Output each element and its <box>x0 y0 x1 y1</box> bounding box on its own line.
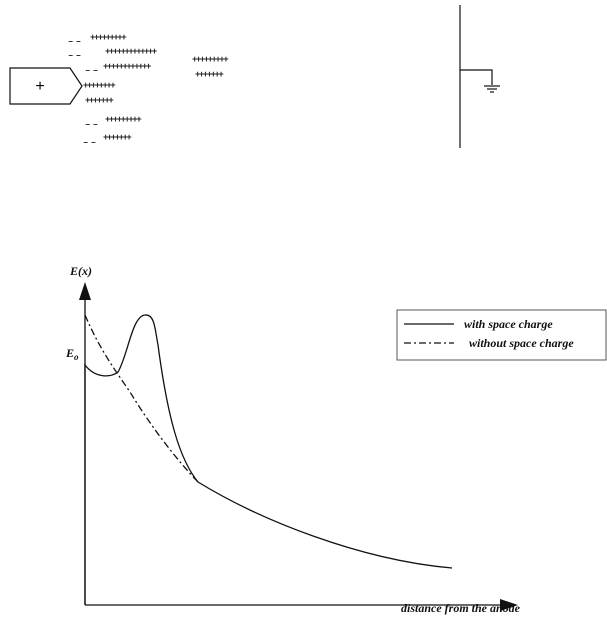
charge-row: +++++++ <box>85 96 113 106</box>
x-label: distance from the anode <box>401 601 521 615</box>
e0-label: Eo <box>65 346 79 362</box>
charge-row: – – <box>85 66 98 76</box>
charge-row: +++++++++ <box>90 33 126 43</box>
charge-row: +++++++ <box>103 133 131 143</box>
charge-row: +++++++++ <box>192 55 228 65</box>
legend-label: without space charge <box>469 336 574 350</box>
charge-row: ++++++++ <box>83 81 115 91</box>
y-arrow <box>79 282 91 300</box>
charge-row: +++++++ <box>195 70 223 80</box>
charge-row: – – <box>83 138 96 148</box>
charge-row: – – <box>68 37 81 47</box>
charge-row: ++++++++++++ <box>103 62 151 72</box>
charge-row: +++++++++++++ <box>105 47 157 57</box>
figure: + – – +++++++++ – – +++++++++++++ ++++++… <box>0 0 607 620</box>
curve-without-space-charge <box>85 315 198 482</box>
legend-label: with space charge <box>464 317 553 331</box>
anode <box>10 68 82 104</box>
e0-sub: o <box>74 352 79 362</box>
anode-label: + <box>35 78 44 95</box>
e0-main: E <box>65 346 74 360</box>
charges: – – +++++++++ – – +++++++++++++ ++++++++… <box>68 33 228 148</box>
y-label: E(x) <box>69 264 92 278</box>
cathode <box>460 5 500 148</box>
charge-row: +++++++++ <box>105 115 141 125</box>
charge-row: – – <box>68 51 81 61</box>
charge-row: – – <box>85 120 98 130</box>
